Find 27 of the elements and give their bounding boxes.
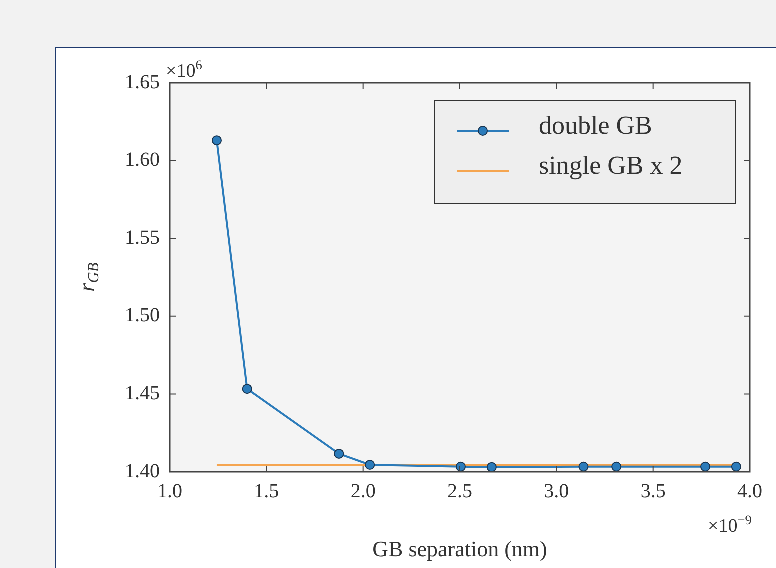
point [700,462,711,472]
point [612,462,622,472]
y-tick-label: 1.55 [125,226,160,249]
point [731,462,742,472]
x-tick-label: 2.5 [448,480,472,502]
x-tick-label: 4.0 [738,480,762,502]
x-tick-label: 2.0 [350,480,376,502]
y-tick-label: 1.50 [125,304,160,327]
point [456,462,466,472]
point [578,462,589,472]
legend-label: double GB [539,111,652,141]
legend-label: single GB x 2 [539,151,683,181]
point [365,460,376,470]
x-tick-label: 3.5 [640,480,666,502]
point [212,136,222,146]
y-tick-label: 1.40 [125,460,160,482]
x-tick-label: 1.0 [158,480,182,502]
point [242,384,252,394]
point [486,462,497,472]
point [334,448,344,459]
y-axis-title: rGB [74,262,103,292]
y-tick-label: 1.60 [125,149,160,172]
y-tick-label: 1.65 [125,71,160,94]
y-tick-label: 1.45 [125,382,160,404]
x-tick-label: 1.5 [254,480,280,502]
x-tick-label: 3.0 [544,480,570,502]
x-axis-title: GB separation (nm) [372,536,548,562]
